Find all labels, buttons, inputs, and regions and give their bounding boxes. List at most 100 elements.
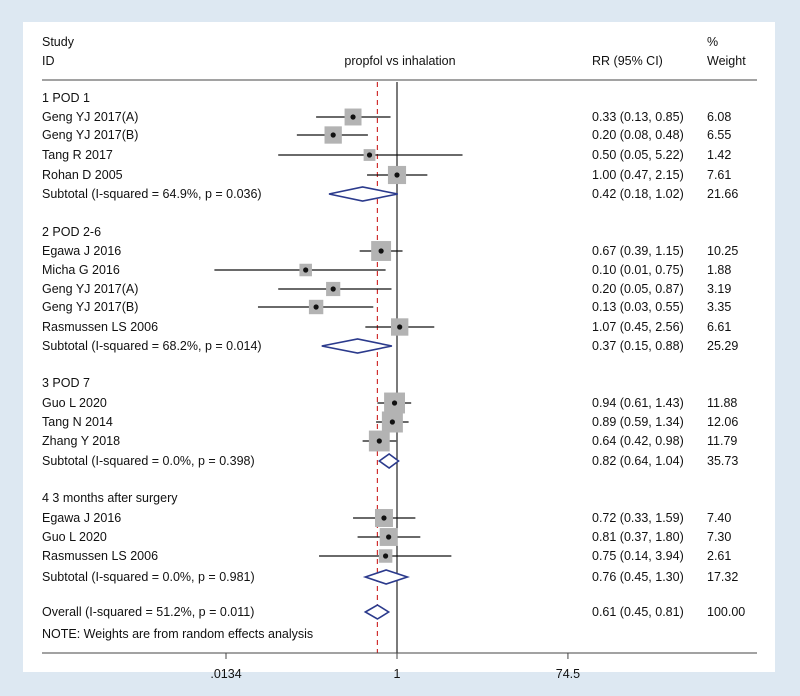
header-weight: Weight [707,54,746,68]
subtotal-diamond-weight: 35.73 [707,454,738,468]
study-label: Egawa J 2016 [42,511,121,525]
rr-ci-value: 0.89 (0.59, 1.34) [592,415,684,429]
rr-ci-value: 1.00 (0.47, 2.15) [592,168,684,182]
study-label: Geng YJ 2017(A) [42,282,138,296]
point-estimate [376,438,382,444]
x-axis-ticks: .0134 1 74.5 [210,653,580,681]
weight-value: 12.06 [707,415,738,429]
point-estimate [366,152,373,158]
weight-value: 2.61 [707,549,731,563]
subtotal-diamond [377,453,400,469]
subtotal-diamond-label: Subtotal (I-squared = 0.0%, p = 0.981) [42,570,255,584]
group-header: 1 POD 1 [42,91,90,105]
point-estimate [330,286,336,292]
header-rr: RR (95% CI) [592,54,663,68]
study-label: Geng YJ 2017(B) [42,128,138,142]
rr-ci-value: 0.50 (0.05, 5.22) [592,148,684,162]
weights-note: NOTE: Weights are from random effects an… [42,627,313,641]
subtotal-diamond-rr-ci: 0.82 (0.64, 1.04) [592,454,684,468]
rr-ci-value: 0.81 (0.37, 1.80) [592,530,684,544]
study-label: Egawa J 2016 [42,244,121,258]
point-estimate [330,132,336,138]
study-label: Guo L 2020 [42,530,107,544]
point-estimate [386,534,392,540]
weight-value: 10.25 [707,244,738,258]
point-estimate [313,304,319,310]
rr-ci-value: 0.72 (0.33, 1.59) [592,511,684,525]
point-estimate [378,248,384,254]
subtotal-diamond-rr-ci: 0.42 (0.18, 1.02) [592,187,684,201]
rr-ci-value: 0.64 (0.42, 0.98) [592,434,684,448]
weight-value: 3.19 [707,282,731,296]
study-label: Rasmussen LS 2006 [42,320,158,334]
point-estimate [397,324,403,330]
weight-value: 7.61 [707,168,731,182]
plot-marks [214,82,463,653]
rr-ci-value: 0.20 (0.08, 0.48) [592,128,684,142]
overall-diamond-weight: 100.00 [707,605,745,619]
group-header: 4 3 months after surgery [42,491,178,505]
study-label: Rohan D 2005 [42,168,123,182]
plot-panel [23,22,775,672]
weight-value: 3.35 [707,300,731,314]
subtotal-diamond-rr-ci: 0.76 (0.45, 1.30) [592,570,684,584]
rr-ci-value: 0.10 (0.01, 0.75) [592,263,684,277]
point-estimate [391,400,398,406]
rr-ci-value: 0.67 (0.39, 1.15) [592,244,684,258]
overall-diamond-rr-ci: 0.61 (0.45, 0.81) [592,605,684,619]
weight-value: 7.30 [707,530,731,544]
study-label: Micha G 2016 [42,263,120,277]
subtotal-diamond [362,569,410,585]
group-header: 3 POD 7 [42,376,90,390]
study-label: Zhang Y 2018 [42,434,120,448]
header-weight-symbol: % [707,35,718,49]
point-estimate [303,267,309,273]
subtotal-diamond-weight: 25.29 [707,339,738,353]
subtotal-diamond-label: Subtotal (I-squared = 64.9%, p = 0.036) [42,187,262,201]
point-estimate [382,553,389,559]
subtotal-diamond [321,338,393,354]
subtotal-diamond-label: Subtotal (I-squared = 68.2%, p = 0.014) [42,339,262,353]
subtotal-diamond-weight: 17.32 [707,570,738,584]
subtotal-diamond-rr-ci: 0.37 (0.15, 0.88) [592,339,684,353]
rr-ci-value: 0.33 (0.13, 0.85) [592,110,684,124]
header-id: ID [42,54,55,68]
x-tick-label: 74.5 [556,667,580,681]
rr-ci-value: 0.94 (0.61, 1.43) [592,396,684,410]
overall-diamond-label: Overall (I-squared = 51.2%, p = 0.011) [42,605,254,619]
weight-value: 1.88 [707,263,731,277]
point-estimate [394,172,400,178]
weight-value: 1.42 [707,148,731,162]
weight-value: 6.61 [707,320,731,334]
study-label: Tang N 2014 [42,415,113,429]
x-tick-label: .0134 [210,667,241,681]
rr-ci-value: 1.07 (0.45, 2.56) [592,320,684,334]
chart-title: propfol vs inhalation [344,54,455,68]
weight-value: 6.55 [707,128,731,142]
plot-rows: 1 POD 1 Geng YJ 2017(A) 0.33 (0.13, 0.85) 6… [42,91,745,641]
overall-diamond [363,604,391,620]
point-estimate [389,419,395,425]
point-estimate [350,114,356,120]
study-label: Geng YJ 2017(B) [42,300,138,314]
study-label: Geng YJ 2017(A) [42,110,138,124]
weight-value: 11.88 [707,396,737,410]
subtotal-diamond [328,186,398,202]
rr-ci-value: 0.75 (0.14, 3.94) [592,549,684,563]
study-label: Guo L 2020 [42,396,107,410]
weight-value: 11.79 [707,434,737,448]
rr-ci-value: 0.13 (0.03, 0.55) [592,300,684,314]
subtotal-diamond-label: Subtotal (I-squared = 0.0%, p = 0.398) [42,454,255,468]
group-header: 2 POD 2-6 [42,225,101,239]
x-tick-label: 1 [394,667,401,681]
rr-ci-value: 0.20 (0.05, 0.87) [592,282,684,296]
point-estimate [381,515,387,521]
study-label: Tang R 2017 [42,148,113,162]
study-label: Rasmussen LS 2006 [42,549,158,563]
header-study: Study [42,35,75,49]
weight-value: 7.40 [707,511,731,525]
subtotal-diamond-weight: 21.66 [707,187,738,201]
weight-value: 6.08 [707,110,731,124]
